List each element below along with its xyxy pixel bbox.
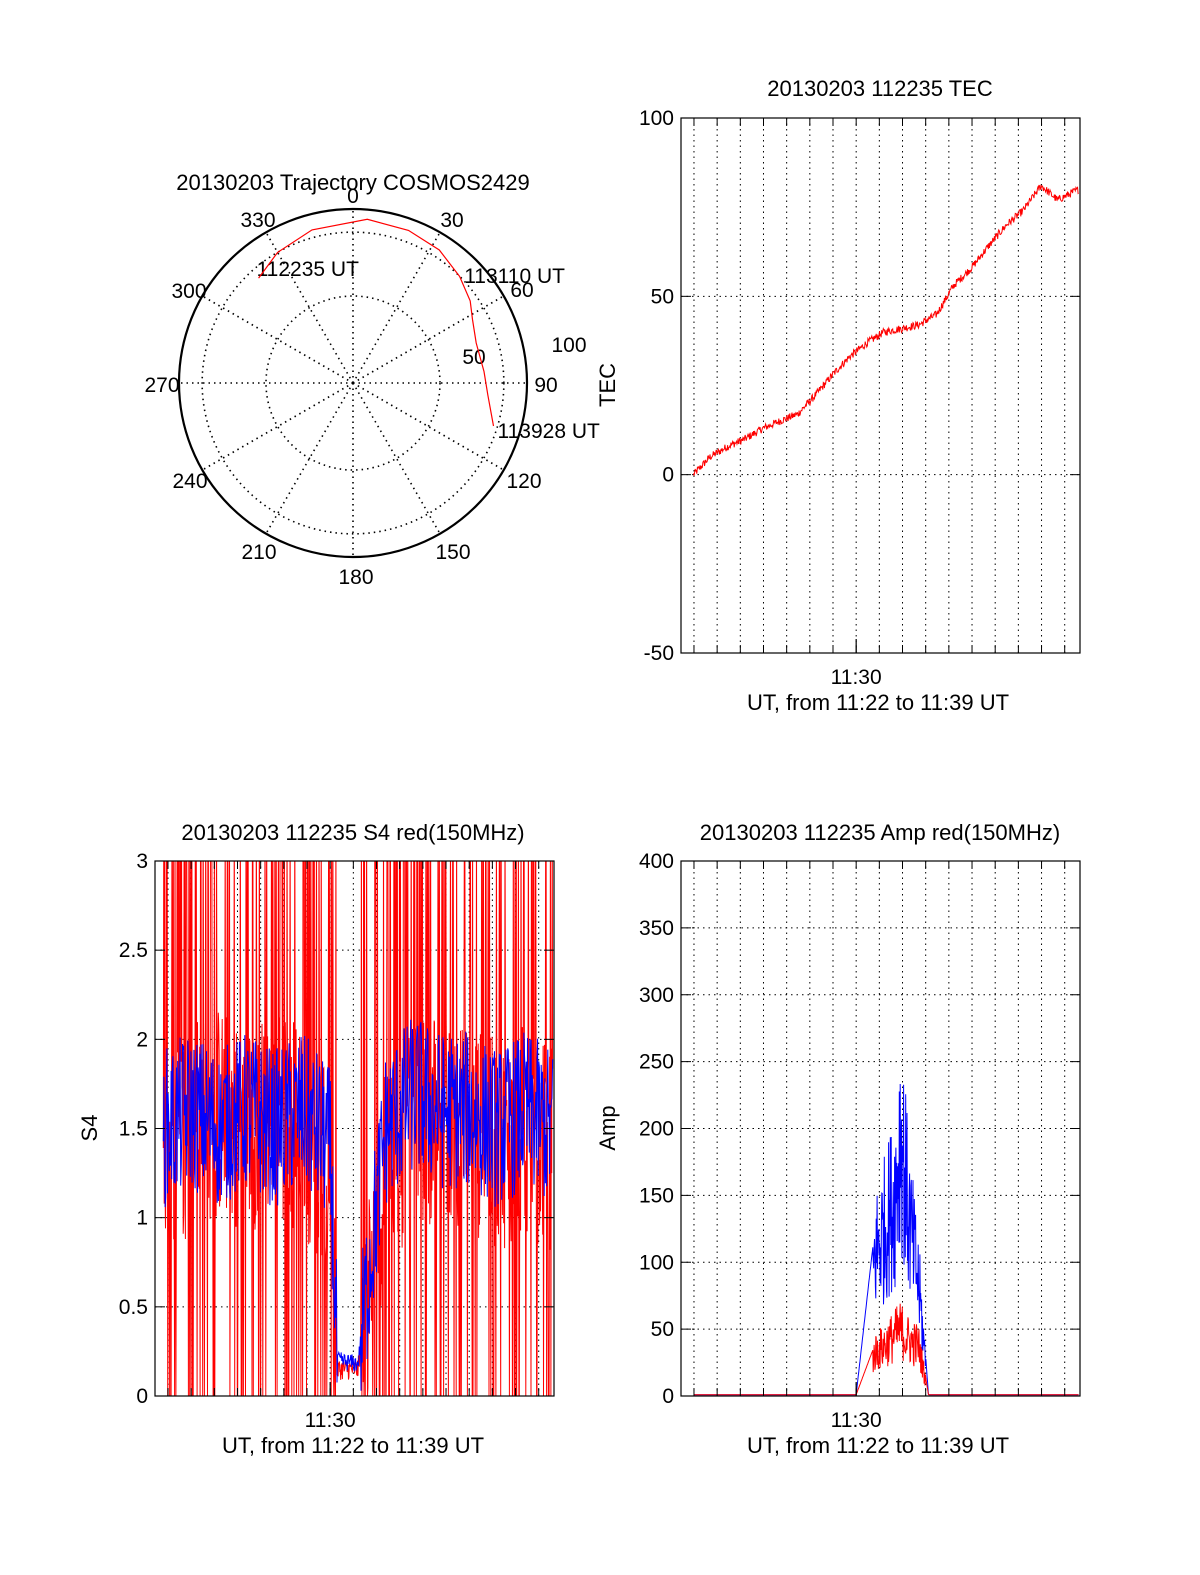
polar-outer-circle xyxy=(177,207,529,559)
amp-series-group xyxy=(693,1083,1079,1396)
polar-azimuth-label: 240 xyxy=(172,470,207,493)
amp-ytick-label: 350 xyxy=(639,917,674,940)
polar-azimuth-label: 120 xyxy=(506,470,541,493)
polar-annotation: 113110 UT xyxy=(464,265,565,288)
polar-ring xyxy=(201,231,505,535)
polar-spoke xyxy=(201,382,354,471)
polar-azimuth-label: 210 xyxy=(241,541,276,564)
tec-xlabel: UT, from 11:22 to 11:39 UT xyxy=(747,690,1009,715)
s4-title: 20130203 112235 S4 red(150MHz) xyxy=(181,820,524,845)
polar-ring xyxy=(265,295,441,471)
polar-spoke xyxy=(265,382,354,535)
tec-series-line xyxy=(693,184,1079,476)
polar-spoke xyxy=(352,295,505,384)
amp-ytick-label: 400 xyxy=(639,850,674,873)
s4-xlabel: UT, from 11:22 to 11:39 UT xyxy=(222,1433,484,1458)
polar-azimuth-label: 270 xyxy=(144,374,179,397)
amp-blue-series xyxy=(693,1083,1079,1396)
polar-azimuth-label: 150 xyxy=(435,541,470,564)
polar-radius-label: 100 xyxy=(551,334,586,357)
s4-ytick-label: 2 xyxy=(136,1028,148,1051)
amp-ytick-label: 300 xyxy=(639,984,674,1007)
tec-title: 20130203 112235 TEC xyxy=(767,76,993,101)
tec-panel: 20130203 112235 TEC -50 0 50 100 11:30 TEC U… xyxy=(595,76,1081,715)
s4-panel: 20130203 112235 S4 red(150MHz) 0 0.5 1 1.5 2… xyxy=(77,820,555,1458)
polar-azimuth-label: 330 xyxy=(240,209,275,232)
amp-red-series xyxy=(693,1303,1079,1396)
polar-azimuth-label: 180 xyxy=(338,566,373,589)
amp-ytick-label: 50 xyxy=(651,1318,674,1341)
polar-spoke xyxy=(352,231,441,384)
polar-azimuth-label: 300 xyxy=(171,280,206,303)
s4-ytick-label: 1.5 xyxy=(119,1118,148,1141)
s4-blue-series xyxy=(162,1019,554,1391)
amp-ytick-label: 150 xyxy=(639,1184,674,1207)
tec-ytick-label: 0 xyxy=(662,464,674,487)
polar-trajectory-line xyxy=(258,218,495,427)
polar-azimuth-label: 30 xyxy=(440,209,463,232)
s4-ytick-label: 3 xyxy=(136,850,148,873)
amp-ytick-label: 250 xyxy=(639,1051,674,1074)
polar-trajectory-panel: 20130203 Trajectory COSMOS2429 0 30 60 90 12… xyxy=(144,170,600,589)
polar-spoke xyxy=(201,295,354,384)
amp-ytick-label: 200 xyxy=(639,1118,674,1141)
s4-ytick-label: 2.5 xyxy=(119,939,148,962)
polar-azimuth-label: 0 xyxy=(347,185,359,208)
polar-annotation: 113928 UT xyxy=(498,420,601,443)
tec-series-group xyxy=(693,184,1079,476)
tec-frame xyxy=(680,117,1081,654)
amp-ytick-label: 100 xyxy=(639,1251,674,1274)
polar-title: 20130203 Trajectory COSMOS2429 xyxy=(176,170,529,195)
s4-ytick-label: 0.5 xyxy=(119,1296,148,1319)
s4-series-group xyxy=(162,861,554,1396)
polar-annotation: 112235 UT xyxy=(257,258,360,281)
tec-ytick-label: -50 xyxy=(644,642,674,665)
polar-radius-label: 50 xyxy=(462,346,485,369)
polar-spoke xyxy=(352,382,441,535)
amp-ylabel: Amp xyxy=(595,1105,620,1150)
amp-ytick-label: 0 xyxy=(662,1385,674,1408)
polar-spoke xyxy=(265,231,354,384)
s4-ytick-label: 0 xyxy=(136,1385,148,1408)
amp-xtick-label: 11:30 xyxy=(831,1409,882,1432)
tec-ylabel: TEC xyxy=(595,363,620,407)
polar-azimuth-label: 90 xyxy=(534,374,557,397)
polar-spoke xyxy=(352,382,505,471)
amp-title: 20130203 112235 Amp red(150MHz) xyxy=(700,820,1060,845)
polar-azimuth-label: 60 xyxy=(510,279,533,302)
amp-panel: 20130203 112235 Amp red(150MHz) 0 50 100 15… xyxy=(595,820,1081,1458)
tec-ytick-label: 50 xyxy=(651,285,674,308)
tec-ytick-label: 100 xyxy=(639,107,674,130)
tec-xtick-label: 11:30 xyxy=(831,666,882,689)
amp-xlabel: UT, from 11:22 to 11:39 UT xyxy=(747,1433,1009,1458)
s4-xtick-label: 11:30 xyxy=(305,1409,356,1432)
s4-ylabel: S4 xyxy=(77,1115,102,1142)
s4-ytick-label: 1 xyxy=(136,1207,148,1230)
